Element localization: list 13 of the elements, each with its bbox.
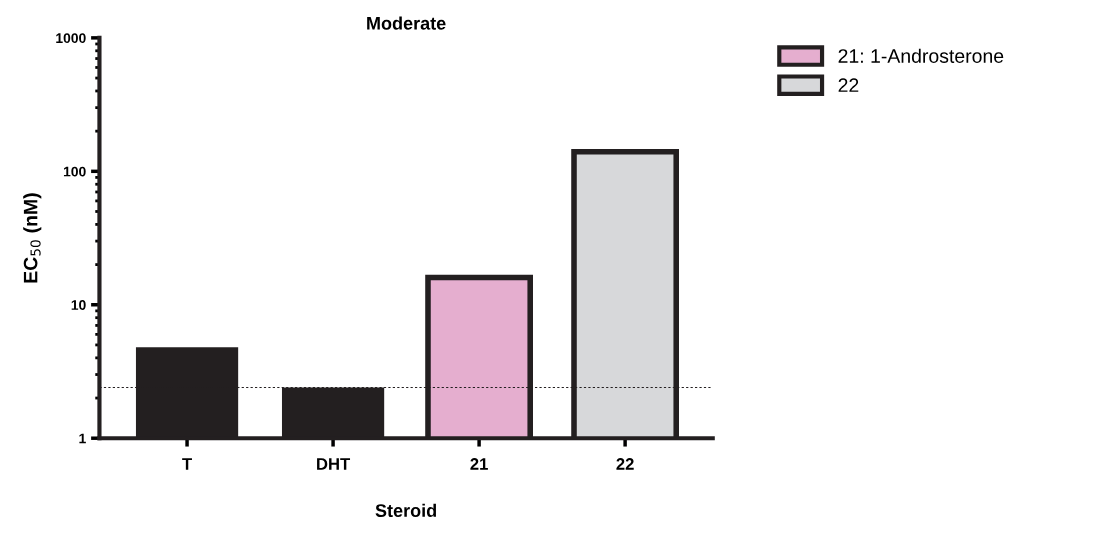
y-axis-title: EC$_{50}$ (nM) — [23, 193, 42, 283]
x-tick-label: DHT — [317, 458, 351, 470]
x-axis-title: Steroid — [375, 503, 436, 518]
y-tick-label: 1 — [79, 433, 86, 444]
x-tick-label: T — [182, 458, 192, 470]
x-tick-label: 21 — [470, 458, 488, 470]
y-tick-label: 10 — [71, 300, 86, 310]
x-tick-label: 22 — [616, 458, 634, 470]
legend-label: 22 — [838, 78, 859, 92]
y-tick-label: 100 — [63, 166, 86, 177]
y-tick-label: 1000 — [56, 33, 86, 44]
chart-title: Moderate — [367, 16, 446, 30]
legend-label: 21: 1-Androsterone — [838, 48, 1004, 63]
